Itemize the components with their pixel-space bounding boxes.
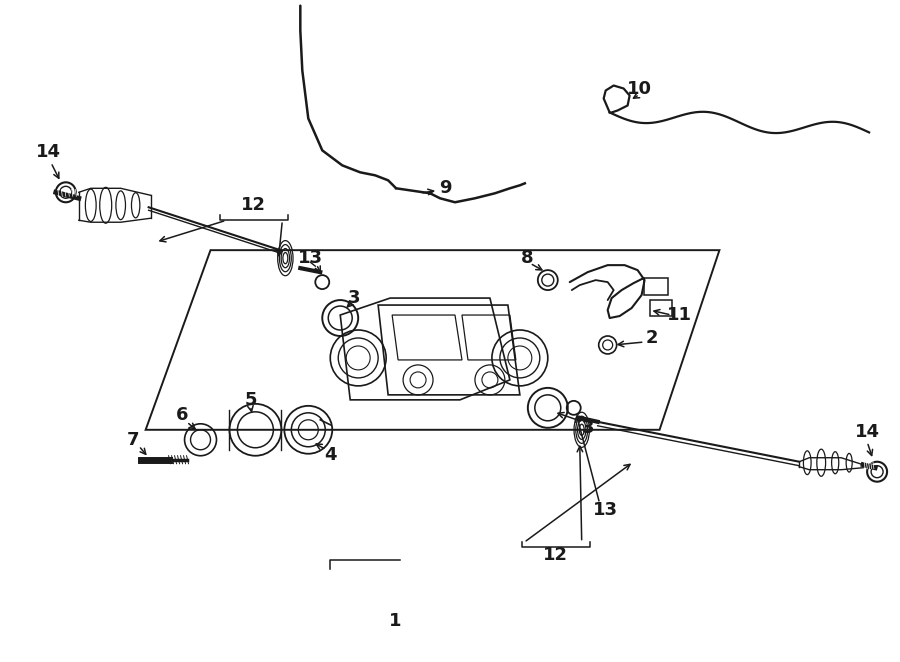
Text: 3: 3 (581, 419, 594, 437)
Text: 5: 5 (244, 391, 256, 409)
Text: 8: 8 (520, 249, 533, 267)
Text: 1: 1 (389, 612, 401, 630)
Text: 12: 12 (241, 196, 266, 214)
Text: 10: 10 (627, 79, 652, 97)
Text: 14: 14 (36, 144, 61, 162)
Text: 2: 2 (645, 329, 658, 347)
Text: 6: 6 (176, 406, 189, 424)
Text: 13: 13 (298, 249, 323, 267)
Text: 7: 7 (126, 431, 139, 449)
Text: 13: 13 (593, 500, 618, 518)
Text: 11: 11 (667, 306, 692, 324)
Text: 14: 14 (855, 423, 879, 441)
Text: 9: 9 (439, 179, 451, 197)
Text: 12: 12 (544, 545, 568, 563)
Text: 3: 3 (348, 289, 361, 307)
Text: 4: 4 (324, 446, 337, 464)
